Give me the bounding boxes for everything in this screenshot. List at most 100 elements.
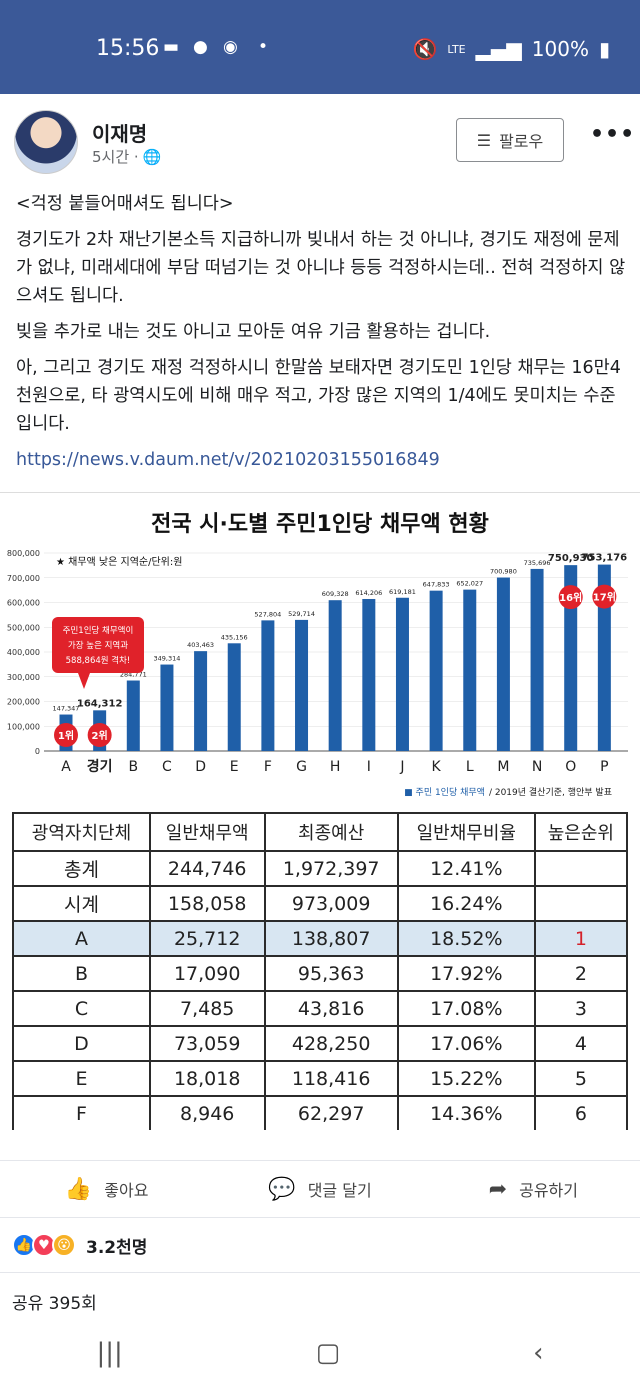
table-cell <box>533 850 628 887</box>
rss-icon: ☰ <box>476 130 492 150</box>
avatar[interactable] <box>14 110 78 174</box>
table-cell: E <box>12 1060 151 1097</box>
post-body: <걱정 붙들어매셔도 됩니다> 경기도가 2차 재난기본소득 지급하니까 빚내서… <box>16 190 626 482</box>
more-options-icon[interactable]: ••• <box>590 122 636 147</box>
x-tick-label: M <box>497 759 509 775</box>
table-cell: A <box>12 920 151 957</box>
x-tick-label: D <box>195 759 206 775</box>
table-cell: 3 <box>533 990 628 1027</box>
bar-value-label: 435,156 <box>221 633 248 641</box>
y-tick-label: 300,000 <box>7 673 40 682</box>
lte-label: LTE <box>447 42 466 56</box>
bar <box>496 577 510 751</box>
table-cell: F <box>12 1095 151 1130</box>
callout-text: 주민1인당 채무액이 <box>63 625 134 636</box>
post-meta: 5시간 · 🌐 <box>92 146 161 167</box>
callout-pointer <box>78 673 90 689</box>
table-cell: 18,018 <box>148 1060 266 1097</box>
home-icon[interactable]: ▢ <box>315 1337 341 1368</box>
debt-table-image[interactable]: 광역자치단체 일반채무액 최종예산 일반채무비율 높은순위 총계 244,746 1,972… <box>12 812 628 1130</box>
table-cell: 973,009 <box>263 885 399 922</box>
table-cell: D <box>12 1025 151 1062</box>
reaction-count: 3.2천명 <box>86 1237 148 1258</box>
y-tick-label: 100,000 <box>7 722 40 731</box>
x-tick-label: K <box>432 759 442 775</box>
shares-count[interactable]: 공유 395회 <box>0 1272 640 1330</box>
talk-icon: ● <box>193 37 208 57</box>
post-paragraph-3: 아, 그리고 경기도 재정 걱정하시니 한말씀 보태자면 경기도민 1인당 채무… <box>16 358 621 434</box>
bar-value-label: 529,714 <box>288 610 315 618</box>
table-cell: 시계 <box>12 885 151 922</box>
rank-badge <box>592 584 617 609</box>
battery-text: 100% <box>531 37 589 61</box>
table-header-cell: 높은순위 <box>533 812 628 852</box>
table-cell <box>533 885 628 922</box>
table-cell: 17,090 <box>148 955 266 992</box>
table-cell: 7,485 <box>148 990 266 1027</box>
y-tick-label: 700,000 <box>7 574 40 583</box>
signal-icon: ▂▄▆ <box>475 37 522 61</box>
rank-badge-text: 2위 <box>92 729 108 742</box>
table-cell: 14.36% <box>396 1095 536 1130</box>
rank-badge <box>54 723 78 747</box>
like-button[interactable]: 👍 좋아요 <box>0 1161 213 1217</box>
status-bar: 15:56 ▬ ● ◉ • 🔇 LTE ▂▄▆ 100% ▮ <box>0 0 640 94</box>
x-tick-label: N <box>532 759 542 775</box>
bar-value-label: 527,804 <box>254 610 281 618</box>
table-cell: 15.22% <box>396 1060 536 1097</box>
table-row: 총계 244,746 1,972,397 12.41% <box>12 850 628 887</box>
share-icon: ➦ <box>488 1176 508 1202</box>
table-header-cell: 최종예산 <box>263 812 399 852</box>
thumbs-up-icon: 👍 <box>64 1176 93 1202</box>
callout-text: 588,864원 격차! <box>66 655 131 666</box>
table-header-cell: 일반채무비율 <box>396 812 536 852</box>
debt-table: 광역자치단체 일반채무액 최종예산 일반채무비율 높은순위 총계 244,746 1,972… <box>12 812 628 1130</box>
recent-apps-icon[interactable]: ||| <box>96 1337 123 1368</box>
table-cell: 5 <box>533 1060 628 1097</box>
table-cell: 총계 <box>12 850 151 887</box>
debt-chart-image[interactable]: 전국 시·도별 주민1인당 채무액 현황 ★ 채무액 낮은 지역순/단위:원 8… <box>0 492 640 804</box>
table-cell: 43,816 <box>263 990 399 1027</box>
x-tick-label: B <box>128 759 138 775</box>
x-tick-label: C <box>162 759 172 775</box>
table-header-cell: 광역자치단체 <box>12 812 151 852</box>
rank-badge-text: 16위 <box>559 591 582 604</box>
bar <box>429 590 443 751</box>
bar <box>395 597 409 751</box>
bar-value-label: 619,181 <box>389 588 416 596</box>
y-tick-label: 600,000 <box>7 599 40 608</box>
comment-label: 댓글 달기 <box>307 1181 372 1200</box>
battery-icon: ▮ <box>598 37 610 61</box>
x-tick-label: H <box>330 759 341 775</box>
table-cell: 62,297 <box>263 1095 399 1130</box>
bar-value-label: 403,463 <box>187 641 214 649</box>
author-name[interactable]: 이재명 <box>92 122 148 146</box>
share-button[interactable]: ➦ 공유하기 <box>427 1161 640 1217</box>
chart-source: ■ 주민 1인당 채무액/ 2019년 결산기준, 행안부 발표 <box>404 786 612 798</box>
bar <box>362 598 376 751</box>
follow-button[interactable]: ☰ 팔로우 <box>456 118 564 162</box>
reactions-summary[interactable]: 👍 ♥ 😮 3.2천명 <box>12 1230 147 1260</box>
x-tick-label: A <box>61 759 71 775</box>
y-tick-label: 200,000 <box>7 698 40 707</box>
love-reaction-icon: ♥ <box>32 1233 56 1257</box>
bar-chart: 전국 시·도별 주민1인당 채무액 현황 ★ 채무액 낮은 지역순/단위:원 8… <box>7 512 628 798</box>
comment-button[interactable]: 💬 댓글 달기 <box>213 1161 426 1217</box>
follow-label: 팔로우 <box>499 132 544 151</box>
bar <box>126 680 140 751</box>
bar-value-label: 284,771 <box>120 671 147 679</box>
table-cell: 1,972,397 <box>263 850 399 887</box>
table-cell: 18.52% <box>396 920 536 957</box>
x-tick-label: G <box>296 759 307 775</box>
y-tick-label: 800,000 <box>7 549 40 558</box>
x-tick-label: J <box>399 759 404 775</box>
mute-icon: 🔇 <box>412 37 438 61</box>
chart-subtitle: ★ 채무액 낮은 지역순/단위:원 <box>56 555 182 568</box>
back-icon[interactable]: ‹ <box>533 1337 544 1368</box>
share-label: 공유하기 <box>519 1181 578 1200</box>
bar <box>194 651 208 751</box>
bar <box>564 565 578 751</box>
rank-badge <box>87 723 112 747</box>
post-link[interactable]: https://news.v.daum.net/v/20210203155016… <box>16 450 440 470</box>
status-time: 15:56 <box>96 36 160 61</box>
